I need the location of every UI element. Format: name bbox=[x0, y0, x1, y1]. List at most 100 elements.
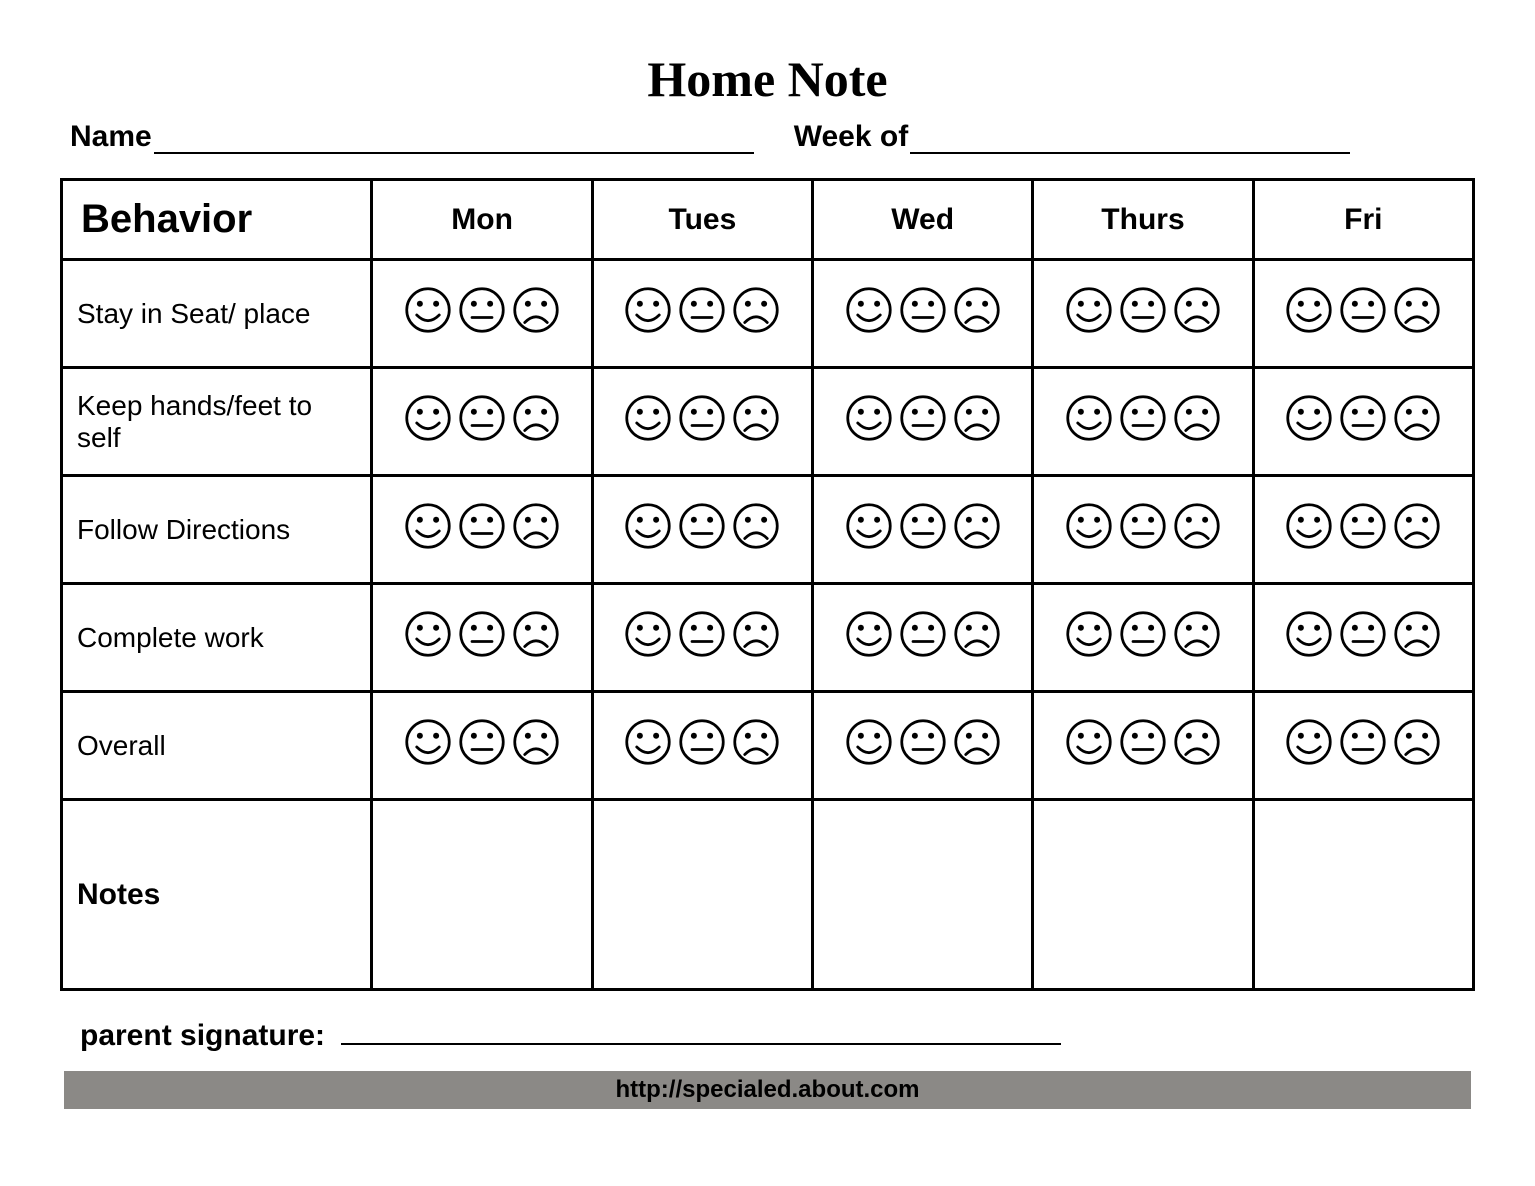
neutral-face-icon[interactable] bbox=[457, 717, 507, 767]
sad-face-icon[interactable] bbox=[511, 609, 561, 659]
notes-cell[interactable] bbox=[1033, 800, 1253, 990]
neutral-face-icon[interactable] bbox=[677, 717, 727, 767]
neutral-face-icon[interactable] bbox=[1338, 717, 1388, 767]
happy-face-icon[interactable] bbox=[844, 717, 894, 767]
table-header-row: Behavior Mon Tues Wed Thurs Fri bbox=[62, 180, 1474, 260]
happy-face-icon[interactable] bbox=[623, 393, 673, 443]
name-field: Name bbox=[70, 120, 754, 154]
sad-face-icon[interactable] bbox=[1392, 501, 1442, 551]
rating-cell bbox=[592, 476, 812, 584]
neutral-face-icon[interactable] bbox=[1118, 717, 1168, 767]
notes-cell[interactable] bbox=[372, 800, 592, 990]
happy-face-icon[interactable] bbox=[403, 501, 453, 551]
day-header-thurs: Thurs bbox=[1033, 180, 1253, 260]
happy-face-icon[interactable] bbox=[403, 717, 453, 767]
neutral-face-icon[interactable] bbox=[457, 393, 507, 443]
happy-face-icon[interactable] bbox=[1284, 609, 1334, 659]
neutral-face-icon[interactable] bbox=[457, 285, 507, 335]
signature-line: parent signature: bbox=[80, 1019, 1475, 1053]
happy-face-icon[interactable] bbox=[1284, 285, 1334, 335]
sad-face-icon[interactable] bbox=[1172, 717, 1222, 767]
neutral-face-icon[interactable] bbox=[1118, 609, 1168, 659]
signature-blank-line[interactable] bbox=[341, 1043, 1061, 1045]
sad-face-icon[interactable] bbox=[1392, 393, 1442, 443]
rating-cell bbox=[372, 368, 592, 476]
table-row: Keep hands/feet to self bbox=[62, 368, 1474, 476]
happy-face-icon[interactable] bbox=[403, 393, 453, 443]
happy-face-icon[interactable] bbox=[623, 609, 673, 659]
sad-face-icon[interactable] bbox=[731, 501, 781, 551]
neutral-face-icon[interactable] bbox=[677, 285, 727, 335]
happy-face-icon[interactable] bbox=[1064, 393, 1114, 443]
neutral-face-icon[interactable] bbox=[457, 609, 507, 659]
sad-face-icon[interactable] bbox=[952, 717, 1002, 767]
sad-face-icon[interactable] bbox=[511, 393, 561, 443]
notes-cell[interactable] bbox=[813, 800, 1033, 990]
rating-cell bbox=[1253, 692, 1473, 800]
behavior-table: Behavior Mon Tues Wed Thurs Fri Stay in … bbox=[60, 178, 1475, 991]
rating-cell bbox=[592, 368, 812, 476]
sad-face-icon[interactable] bbox=[952, 501, 1002, 551]
sad-face-icon[interactable] bbox=[1392, 285, 1442, 335]
sad-face-icon[interactable] bbox=[1392, 609, 1442, 659]
sad-face-icon[interactable] bbox=[1172, 393, 1222, 443]
neutral-face-icon[interactable] bbox=[457, 501, 507, 551]
neutral-face-icon[interactable] bbox=[898, 609, 948, 659]
sad-face-icon[interactable] bbox=[511, 717, 561, 767]
neutral-face-icon[interactable] bbox=[1118, 501, 1168, 551]
rating-cell bbox=[1033, 476, 1253, 584]
notes-cell[interactable] bbox=[1253, 800, 1473, 990]
happy-face-icon[interactable] bbox=[844, 285, 894, 335]
neutral-face-icon[interactable] bbox=[677, 393, 727, 443]
neutral-face-icon[interactable] bbox=[898, 717, 948, 767]
sad-face-icon[interactable] bbox=[731, 285, 781, 335]
happy-face-icon[interactable] bbox=[623, 501, 673, 551]
week-blank-line[interactable] bbox=[910, 152, 1350, 154]
neutral-face-icon[interactable] bbox=[1118, 285, 1168, 335]
happy-face-icon[interactable] bbox=[403, 285, 453, 335]
rating-cell bbox=[1033, 260, 1253, 368]
neutral-face-icon[interactable] bbox=[677, 609, 727, 659]
sad-face-icon[interactable] bbox=[1172, 501, 1222, 551]
neutral-face-icon[interactable] bbox=[898, 285, 948, 335]
sad-face-icon[interactable] bbox=[731, 717, 781, 767]
happy-face-icon[interactable] bbox=[1284, 501, 1334, 551]
happy-face-icon[interactable] bbox=[844, 393, 894, 443]
footer-bar: http://specialed.about.com bbox=[64, 1071, 1471, 1109]
neutral-face-icon[interactable] bbox=[1338, 285, 1388, 335]
sad-face-icon[interactable] bbox=[511, 501, 561, 551]
sad-face-icon[interactable] bbox=[952, 393, 1002, 443]
neutral-face-icon[interactable] bbox=[898, 501, 948, 551]
day-header-fri: Fri bbox=[1253, 180, 1473, 260]
sad-face-icon[interactable] bbox=[731, 393, 781, 443]
neutral-face-icon[interactable] bbox=[677, 501, 727, 551]
happy-face-icon[interactable] bbox=[1064, 501, 1114, 551]
sad-face-icon[interactable] bbox=[952, 285, 1002, 335]
sad-face-icon[interactable] bbox=[1392, 717, 1442, 767]
neutral-face-icon[interactable] bbox=[1338, 501, 1388, 551]
notes-cell[interactable] bbox=[592, 800, 812, 990]
sad-face-icon[interactable] bbox=[952, 609, 1002, 659]
rating-cell bbox=[813, 476, 1033, 584]
name-blank-line[interactable] bbox=[154, 152, 754, 154]
happy-face-icon[interactable] bbox=[1064, 609, 1114, 659]
happy-face-icon[interactable] bbox=[1064, 717, 1114, 767]
happy-face-icon[interactable] bbox=[844, 501, 894, 551]
happy-face-icon[interactable] bbox=[844, 609, 894, 659]
neutral-face-icon[interactable] bbox=[1118, 393, 1168, 443]
sad-face-icon[interactable] bbox=[1172, 285, 1222, 335]
neutral-face-icon[interactable] bbox=[898, 393, 948, 443]
sad-face-icon[interactable] bbox=[731, 609, 781, 659]
notes-label: Notes bbox=[62, 800, 372, 990]
happy-face-icon[interactable] bbox=[403, 609, 453, 659]
happy-face-icon[interactable] bbox=[623, 717, 673, 767]
happy-face-icon[interactable] bbox=[1064, 285, 1114, 335]
sad-face-icon[interactable] bbox=[1172, 609, 1222, 659]
happy-face-icon[interactable] bbox=[623, 285, 673, 335]
neutral-face-icon[interactable] bbox=[1338, 393, 1388, 443]
sad-face-icon[interactable] bbox=[511, 285, 561, 335]
happy-face-icon[interactable] bbox=[1284, 717, 1334, 767]
happy-face-icon[interactable] bbox=[1284, 393, 1334, 443]
neutral-face-icon[interactable] bbox=[1338, 609, 1388, 659]
header-fields: Name Week of bbox=[60, 120, 1475, 154]
